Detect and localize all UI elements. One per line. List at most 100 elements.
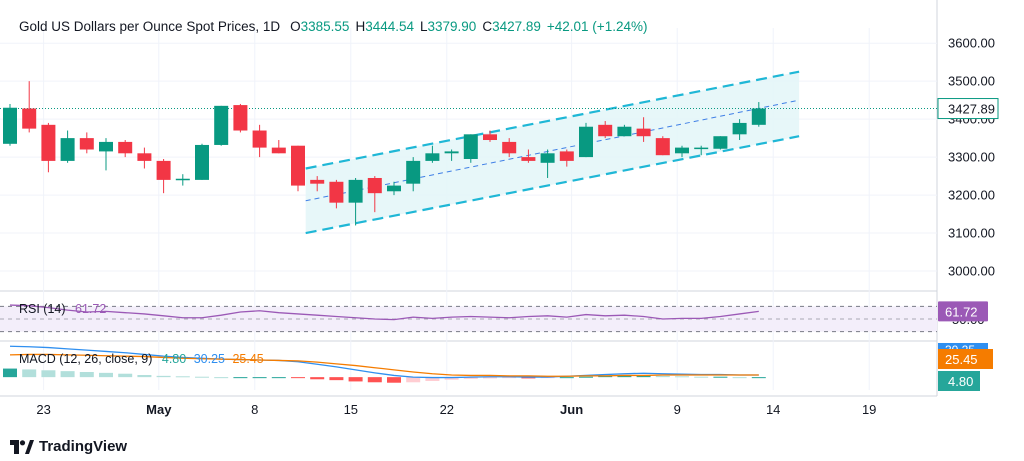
candle-body [367, 177, 382, 194]
macd-line-value: 30.25 [193, 352, 225, 366]
time-tick-label: 22 [440, 402, 454, 417]
macd-histogram-bar [99, 372, 113, 378]
candle-body [60, 138, 75, 161]
macd-histogram-bar [252, 377, 267, 379]
high-label: H [355, 19, 366, 34]
macd-histogram-bar [579, 376, 593, 378]
macd-histogram-bar [348, 377, 363, 382]
rsi-name: RSI (14) [19, 302, 66, 316]
low-value: 3379.90 [427, 19, 477, 34]
macd-histogram-bar [310, 377, 325, 380]
macd-hist-tag [938, 371, 980, 391]
close-label: C [482, 19, 493, 34]
candle-body [79, 138, 94, 150]
rsi-legend[interactable]: RSI (14) 61.72 [19, 302, 106, 316]
macd-line [9, 345, 759, 379]
macd-histogram-bar [214, 377, 229, 379]
time-axis: 23 May 8 15 22 Jun 9 14 19 [36, 402, 876, 417]
channel-fill [305, 71, 800, 234]
last-price-tag [937, 98, 999, 120]
symbol-title[interactable]: Gold US Dollars per Ounce Spot Prices, 1… [19, 19, 281, 34]
candle-body [502, 141, 517, 154]
macd-histogram-bar [675, 376, 689, 378]
macd-hist-tag-text: 4.80 [948, 374, 973, 389]
trend-channel [0, 70, 937, 235]
time-tick-label: 15 [344, 402, 358, 417]
macd-histogram-bar [387, 377, 401, 383]
candle-body [271, 147, 286, 154]
candle-body [406, 160, 421, 184]
time-tick-label: Jun [560, 402, 583, 417]
rsi-value: 61.72 [75, 302, 107, 316]
candle-body [3, 107, 17, 144]
candle-body [751, 108, 766, 125]
candle-body [675, 147, 689, 154]
macd-name: MACD (12, 26, close, 9) [19, 352, 153, 366]
candle-body [521, 157, 536, 161]
channel-mid-line [305, 99, 800, 202]
candle-body [483, 134, 497, 141]
candle-body [463, 134, 478, 159]
price-tick-label: 3100.00 [948, 226, 995, 241]
macd-histogram-bar [713, 376, 728, 378]
macd-histogram-bar [655, 375, 670, 378]
time-tick-label: 14 [766, 402, 780, 417]
macd-histogram-bar [41, 370, 56, 378]
macd-histogram-bar [175, 376, 190, 378]
candle-body [99, 141, 113, 152]
macd-legend[interactable]: MACD (12, 26, close, 9) 4.80 30.25 25.45 [19, 352, 264, 366]
macd-histogram-bar [79, 372, 94, 378]
candle-body [540, 153, 555, 163]
candle-body [195, 144, 209, 180]
rsi-value-tag-text: 61.72 [945, 304, 978, 319]
candle-body [291, 145, 305, 186]
macd-histogram-bar [291, 377, 305, 379]
last-price-tag-text: 3427.89 [948, 102, 995, 117]
candle-body [559, 151, 574, 161]
macd-histogram-bar [60, 371, 75, 378]
open-label: O [290, 19, 301, 34]
macd-histogram-bar [463, 377, 478, 379]
macd-histogram-bar [137, 375, 152, 378]
close-value: 3427.89 [492, 19, 541, 34]
high-value: 3444.54 [365, 19, 414, 34]
candle-body [444, 151, 459, 154]
macd-signal-tag-text: 25.45 [945, 352, 978, 367]
time-tick-label: 8 [251, 402, 258, 417]
candle-body [137, 153, 152, 161]
candle-body [41, 124, 56, 161]
candle-body [579, 126, 593, 158]
candle-body [348, 179, 363, 203]
macd-pane: 30.25 25.45 4.80 [3, 343, 993, 391]
candle-body [713, 136, 728, 149]
macd-histogram-bar [502, 377, 517, 379]
macd-signal-tag [938, 349, 993, 369]
macd-histogram-bar [233, 377, 248, 379]
candle-body [598, 124, 613, 137]
rsi-band-fill [0, 306, 937, 332]
macd-histogram-bar [406, 377, 421, 383]
macd-hist-value: 4.80 [161, 352, 187, 366]
candle-body [175, 178, 190, 181]
time-tick-label: May [146, 402, 172, 417]
macd-histogram-bar [156, 375, 171, 378]
price-axis: 3600.003500.003400.003300.003200.003100.… [937, 36, 999, 279]
candle-body [732, 122, 747, 135]
macd-histogram-bar [329, 377, 344, 381]
candle-body [214, 105, 229, 145]
change-value: +42.01 (+1.24%) [546, 19, 648, 34]
macd-histogram-bar [751, 377, 766, 379]
rsi-line [9, 304, 759, 321]
macd-histogram-bar [271, 377, 286, 379]
price-tick-label: 3200.00 [948, 188, 995, 203]
tradingview-logo-text: TradingView [39, 438, 128, 455]
candle-body [425, 153, 440, 161]
macd-histogram-bar [444, 377, 459, 380]
macd-histogram-bar [3, 368, 17, 378]
macd-histogram-bar [617, 375, 632, 378]
tradingview-logo[interactable]: TradingView [10, 438, 127, 455]
macd-histogram-bar [118, 373, 133, 378]
macd-histogram-bar [22, 369, 37, 378]
macd-histogram-bar [694, 376, 709, 378]
